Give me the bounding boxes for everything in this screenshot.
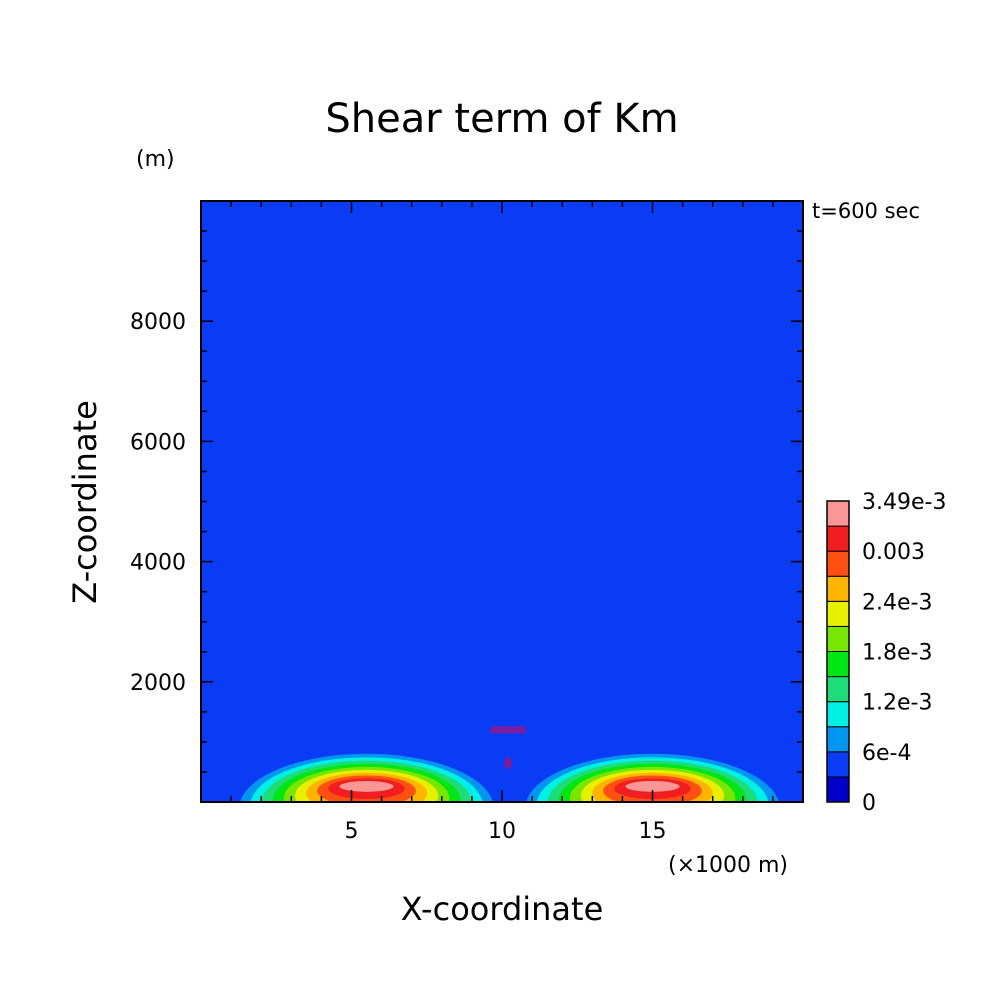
time-label: t=600 sec	[812, 199, 920, 223]
contour-band-left-11	[339, 780, 394, 792]
colorbar-labels: 0 6e-4 1.2e-3 1.8e-3 2.4e-3 0.003 3.49e-3	[862, 490, 946, 816]
colorbar-label: 0.003	[862, 540, 925, 565]
colorbar-segment	[826, 726, 850, 753]
colorbar-segment	[826, 776, 850, 803]
colorbar-segment	[826, 751, 850, 778]
x-tick-labels: 5 10 15	[345, 819, 667, 844]
colorbar-label: 6e-4	[862, 741, 911, 766]
x-axis-label: X-coordinate	[401, 890, 604, 928]
central-feature-dot	[504, 756, 513, 769]
colorbar-segment	[826, 525, 850, 552]
axis-ticks	[201, 201, 803, 802]
y-tick-label: 8000	[130, 310, 186, 335]
contour-background	[201, 201, 803, 802]
colorbar-segment	[826, 701, 850, 728]
y-tick-label: 6000	[130, 430, 186, 455]
central-feature	[489, 726, 527, 734]
colorbar-segment	[826, 500, 850, 527]
y-tick-label: 4000	[130, 551, 186, 576]
colorbar-segment	[826, 625, 850, 653]
colorbar-label: 0	[862, 791, 876, 816]
colorbar-segment	[826, 575, 850, 602]
colorbar	[826, 500, 850, 803]
colorbar-label: 1.8e-3	[862, 641, 932, 666]
chart-title: Shear term of Km	[325, 96, 678, 142]
y-tick-labels: 2000 4000 6000 8000	[130, 310, 186, 696]
colorbar-label: 2.4e-3	[862, 590, 932, 615]
x-axis-unit: (×1000 m)	[668, 853, 788, 878]
colorbar-frame	[826, 500, 850, 803]
contour-fill-group	[229, 726, 790, 802]
colorbar-segment	[826, 651, 850, 678]
x-tick-label: 15	[639, 819, 667, 844]
y-axis-label: Z-coordinate	[66, 400, 104, 604]
colorbar-label: 3.49e-3	[862, 490, 946, 515]
x-tick-label: 10	[488, 819, 516, 844]
colorbar-segment	[826, 676, 850, 703]
y-tick-label: 2000	[130, 671, 186, 696]
plot-area	[200, 200, 804, 803]
y-axis-unit: (m)	[136, 147, 175, 172]
colorbar-segment	[826, 550, 850, 577]
contour-band-right-11	[625, 780, 680, 792]
x-tick-label: 5	[345, 819, 359, 844]
colorbar-segment	[826, 600, 850, 627]
colorbar-label: 1.2e-3	[862, 691, 932, 716]
